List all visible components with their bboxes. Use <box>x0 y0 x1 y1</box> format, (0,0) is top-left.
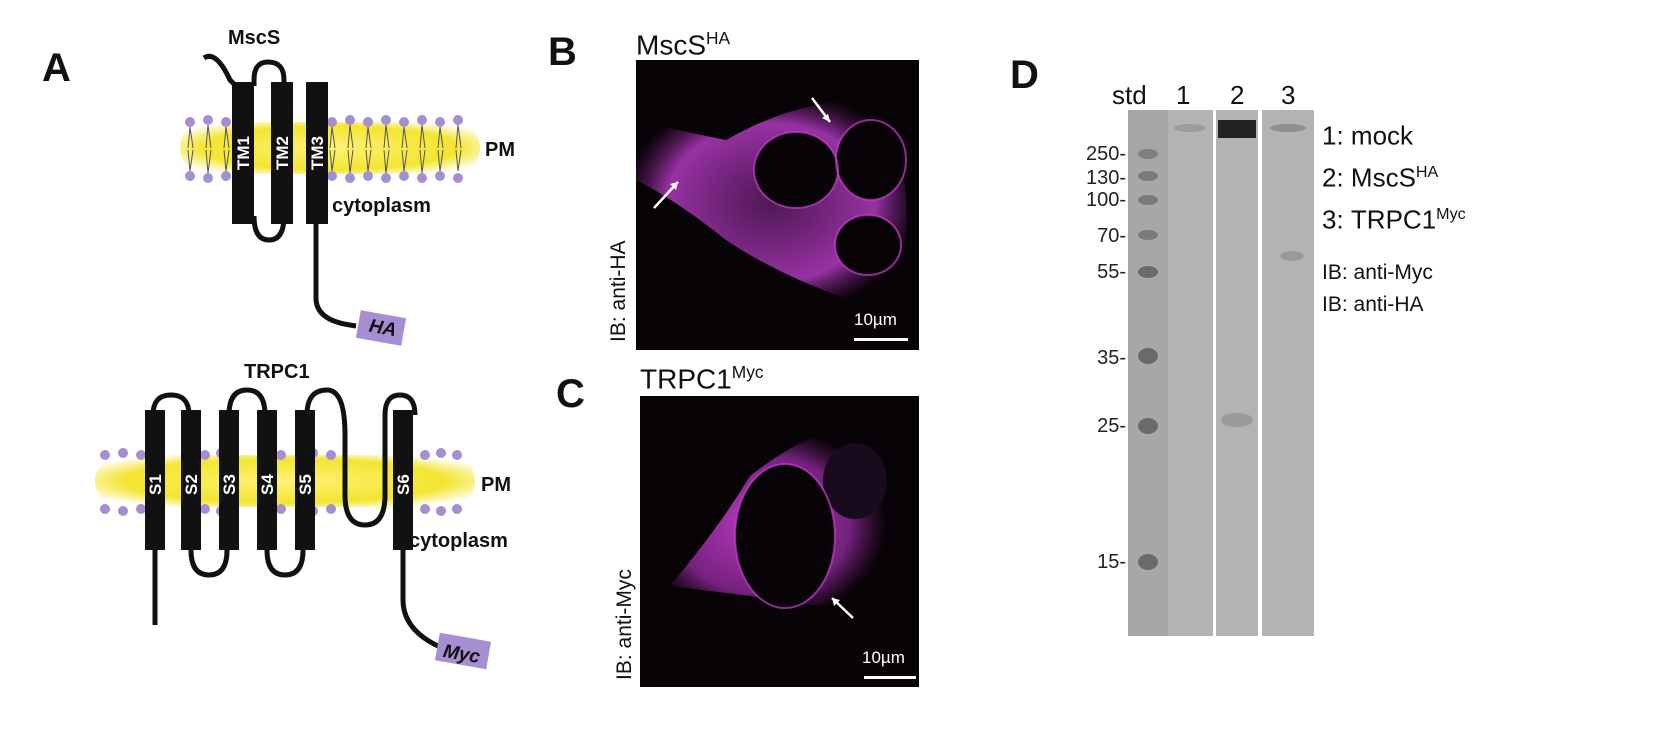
blot-strip-lane-2 <box>1216 110 1258 636</box>
ladder-250: 250- <box>1085 143 1126 165</box>
legend-lane-3: 3: TRPC1Myc <box>1322 206 1466 233</box>
cytoplasm-label-top: cytoplasm <box>332 195 431 217</box>
ib-label-ha: IB: anti-HA <box>1322 293 1424 316</box>
lipid-heads <box>185 115 463 183</box>
mscs-label: MscS <box>228 27 281 49</box>
panel-b-title-main: MscS <box>636 29 706 61</box>
trpc1-label: TRPC1 <box>244 361 310 383</box>
trpc1-backbone <box>150 387 446 652</box>
ladder-25: 25- <box>1097 415 1126 437</box>
pm-label-top: PM <box>485 139 515 161</box>
s3-label: S3 <box>220 474 239 495</box>
panel-c-title-main: TRPC1 <box>640 363 732 395</box>
micrograph-c-image <box>670 426 898 619</box>
tm1-label: TM1 <box>234 136 253 170</box>
s5-label: S5 <box>296 474 315 495</box>
scale-bar-c <box>864 676 916 679</box>
mscs-topology-diagram: TM1 TM2 TM3 <box>180 53 480 346</box>
lane-header-2: 2 <box>1230 80 1245 110</box>
legend-3-num: 3: <box>1322 204 1344 235</box>
ladder-35: 35- <box>1097 347 1126 369</box>
legend-3-main: TRPC1 <box>1350 204 1437 235</box>
ib-label-myc: IB: anti-Myc <box>1322 261 1433 284</box>
s1-label: S1 <box>146 474 165 495</box>
legend-1-main: mock <box>1350 120 1414 151</box>
s4-helix[interactable] <box>257 410 277 550</box>
myc-tag-box[interactable] <box>434 632 492 670</box>
panel-b-title-sup: HA <box>706 28 731 48</box>
scale-bar-b <box>854 338 908 341</box>
lane-header-std: std <box>1112 80 1147 110</box>
s6-helix[interactable] <box>393 410 413 550</box>
blot-lane-2-image <box>1218 120 1256 427</box>
panel-letter-b: B <box>548 30 577 74</box>
scale-label-b: 10µm <box>854 310 897 329</box>
panel-c-title: TRPC1Myc <box>640 362 764 395</box>
tm2-label: TM2 <box>273 136 292 170</box>
tm3-label: TM3 <box>308 136 327 170</box>
legend-3-sup: Myc <box>1436 205 1466 223</box>
mscs-backbone <box>202 53 357 329</box>
tm3-helix[interactable] <box>306 82 328 224</box>
blot-strip-std-1 <box>1128 110 1213 636</box>
ladder-100: 100- <box>1085 189 1126 211</box>
trpc1-topology-diagram: S1 S2 S3 S4 S5 S6 <box>95 387 492 670</box>
panel-b-side-label: IB: anti-HA <box>607 240 630 342</box>
micrograph-b: 10µm <box>636 60 919 350</box>
legend-2-sup: HA <box>1415 163 1439 181</box>
s1-helix[interactable] <box>145 410 165 550</box>
panel-letter-a: A <box>42 46 71 90</box>
tm2-helix[interactable] <box>271 82 293 224</box>
s6-label: S6 <box>394 474 413 495</box>
micrograph-c: 10µm <box>640 396 919 687</box>
panel-letter-d: D <box>1010 53 1039 97</box>
ha-tag-label: HA <box>367 315 399 342</box>
lane-header-1: 1 <box>1176 80 1191 110</box>
panel-letter-c: C <box>556 372 585 416</box>
legend-1-num: 1: <box>1322 120 1344 151</box>
s2-helix[interactable] <box>181 410 201 550</box>
legend-lane-1: 1: mock <box>1322 122 1413 149</box>
ladder-130: 130- <box>1085 167 1126 189</box>
s5-helix[interactable] <box>295 410 315 550</box>
pm-label-bottom: PM <box>481 474 511 496</box>
blot-strip-lane-3 <box>1262 110 1314 636</box>
ladder-70: 70- <box>1097 225 1126 247</box>
lane-header-3: 3 <box>1281 80 1296 110</box>
blot-lane-3-image <box>1270 124 1306 261</box>
panel-c-title-sup: Myc <box>731 362 764 382</box>
scale-label-c: 10µm <box>862 648 905 667</box>
ladder-15: 15- <box>1097 551 1126 573</box>
legend-2-main: MscS <box>1350 162 1416 193</box>
cytoplasm-label-bottom: cytoplasm <box>409 530 508 552</box>
legend-lane-2: 2: MscSHA <box>1322 164 1438 191</box>
blot-std-lane-1-image <box>1128 110 1206 636</box>
s2-label: S2 <box>182 474 201 495</box>
micrograph-b-image <box>636 97 907 305</box>
s3-helix[interactable] <box>219 410 239 550</box>
panel-b-title: MscSHA <box>636 28 731 61</box>
panel-c-side-label: IB: anti-Myc <box>613 569 636 680</box>
s4-label: S4 <box>258 474 277 495</box>
legend-2-num: 2: <box>1322 162 1344 193</box>
tm1-helix[interactable] <box>232 82 254 224</box>
ha-tag-box[interactable] <box>355 310 407 346</box>
ladder-55: 55- <box>1097 261 1126 283</box>
